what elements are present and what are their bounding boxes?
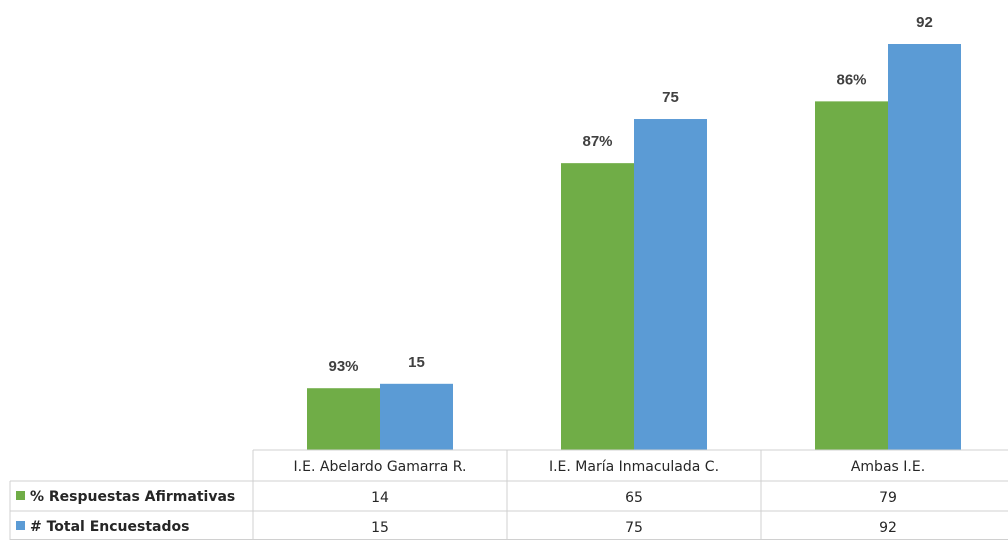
series-name-respuestas: % Respuestas Afirmativas <box>30 489 235 505</box>
table-value-respuestas-1: 65 <box>625 490 643 506</box>
bars-layer <box>307 44 961 451</box>
table-value-encuestados-0: 15 <box>371 520 389 536</box>
legend-key-respuestas <box>16 491 25 500</box>
legend-key-encuestados <box>16 521 25 530</box>
category-label-0: I.E. Abelardo Gamarra R. <box>294 459 467 475</box>
bar-encuestados-2 <box>888 44 961 450</box>
data-label-encuestados-0: 15 <box>408 354 425 371</box>
table-value-respuestas-2: 79 <box>879 490 897 506</box>
data-labels-layer: 93% 15 87% 75 86% 92 <box>328 14 932 375</box>
bar-respuestas-2 <box>815 101 888 450</box>
bar-respuestas-1 <box>561 163 634 451</box>
data-label-encuestados-1: 75 <box>662 89 679 106</box>
data-table: I.E. Abelardo Gamarra R. I.E. María Inmac… <box>9 449 1008 540</box>
data-label-respuestas-1: 87% <box>582 133 612 150</box>
table-value-encuestados-1: 75 <box>625 520 643 536</box>
table-value-respuestas-0: 14 <box>371 490 389 506</box>
data-label-encuestados-2: 92 <box>916 14 933 31</box>
table-value-encuestados-2: 92 <box>879 520 897 536</box>
bar-encuestados-1 <box>634 119 707 451</box>
data-label-respuestas-0: 93% <box>328 358 358 375</box>
bar-respuestas-0 <box>307 388 380 450</box>
series-name-encuestados: # Total Encuestados <box>30 519 189 535</box>
category-label-2: Ambas I.E. <box>851 459 925 475</box>
data-label-respuestas-2: 86% <box>836 71 866 88</box>
category-label-1: I.E. María Inmaculada C. <box>549 459 719 475</box>
bar-encuestados-0 <box>380 383 453 450</box>
